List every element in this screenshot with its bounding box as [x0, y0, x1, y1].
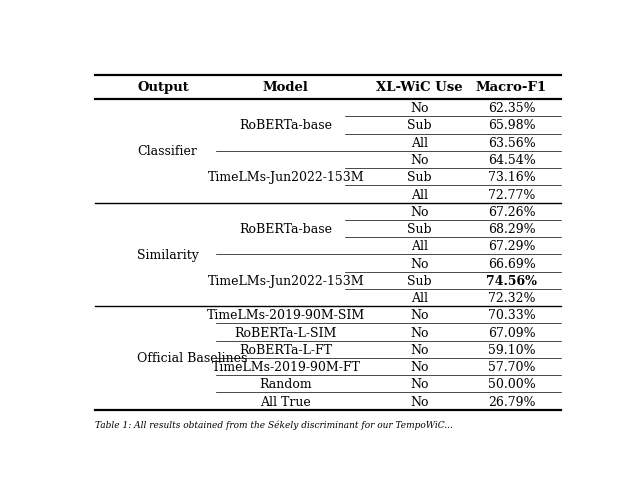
- Text: 65.98%: 65.98%: [488, 119, 535, 132]
- Text: Official Baselines: Official Baselines: [137, 352, 248, 365]
- Text: Sub: Sub: [408, 119, 432, 132]
- Text: Classifier: Classifier: [137, 145, 197, 158]
- Text: 68.29%: 68.29%: [488, 223, 535, 236]
- Text: All: All: [412, 137, 428, 149]
- Text: 67.29%: 67.29%: [488, 240, 535, 253]
- Text: 50.00%: 50.00%: [488, 378, 536, 390]
- Text: 59.10%: 59.10%: [488, 343, 535, 356]
- Text: 63.56%: 63.56%: [488, 137, 536, 149]
- Text: No: No: [410, 205, 429, 218]
- Text: No: No: [410, 360, 429, 373]
- Text: All True: All True: [260, 395, 311, 408]
- Text: TimeLMs-2019-90M-SIM: TimeLMs-2019-90M-SIM: [207, 309, 365, 322]
- Text: 66.69%: 66.69%: [488, 257, 536, 270]
- Text: Sub: Sub: [408, 223, 432, 236]
- Text: RoBERTa-L-FT: RoBERTa-L-FT: [239, 343, 332, 356]
- Text: 62.35%: 62.35%: [488, 102, 535, 115]
- Text: Sub: Sub: [408, 274, 432, 287]
- Text: No: No: [410, 326, 429, 339]
- Text: All: All: [412, 240, 428, 253]
- Text: No: No: [410, 378, 429, 390]
- Text: RoBERTa-base: RoBERTa-base: [239, 223, 332, 236]
- Text: 57.70%: 57.70%: [488, 360, 535, 373]
- Text: Macro-F1: Macro-F1: [476, 81, 547, 94]
- Text: Random: Random: [260, 378, 312, 390]
- Text: Model: Model: [263, 81, 308, 94]
- Text: Similarity: Similarity: [137, 248, 199, 262]
- Text: 72.77%: 72.77%: [488, 188, 535, 201]
- Text: 67.26%: 67.26%: [488, 205, 535, 218]
- Text: RoBERTa-L-SIM: RoBERTa-L-SIM: [235, 326, 337, 339]
- Text: Sub: Sub: [408, 171, 432, 184]
- Text: TimeLMs-Jun2022-153M: TimeLMs-Jun2022-153M: [207, 171, 364, 184]
- Text: XL-WiC Use: XL-WiC Use: [376, 81, 463, 94]
- Text: TimeLMs-2019-90M-FT: TimeLMs-2019-90M-FT: [211, 360, 360, 373]
- Text: No: No: [410, 395, 429, 408]
- Text: No: No: [410, 309, 429, 322]
- Text: 72.32%: 72.32%: [488, 291, 535, 305]
- Text: Table 1: All results obtained from the Sékely discriminant for our TempoWiC...: Table 1: All results obtained from the S…: [95, 419, 452, 429]
- Text: 67.09%: 67.09%: [488, 326, 535, 339]
- Text: 74.56%: 74.56%: [486, 274, 537, 287]
- Text: 26.79%: 26.79%: [488, 395, 535, 408]
- Text: No: No: [410, 102, 429, 115]
- Text: 70.33%: 70.33%: [488, 309, 536, 322]
- Text: TimeLMs-Jun2022-153M: TimeLMs-Jun2022-153M: [207, 274, 364, 287]
- Text: All: All: [412, 188, 428, 201]
- Text: No: No: [410, 257, 429, 270]
- Text: Output: Output: [137, 81, 189, 94]
- Text: No: No: [410, 343, 429, 356]
- Text: All: All: [412, 291, 428, 305]
- Text: 64.54%: 64.54%: [488, 154, 536, 167]
- Text: RoBERTa-base: RoBERTa-base: [239, 119, 332, 132]
- Text: 73.16%: 73.16%: [488, 171, 536, 184]
- Text: No: No: [410, 154, 429, 167]
